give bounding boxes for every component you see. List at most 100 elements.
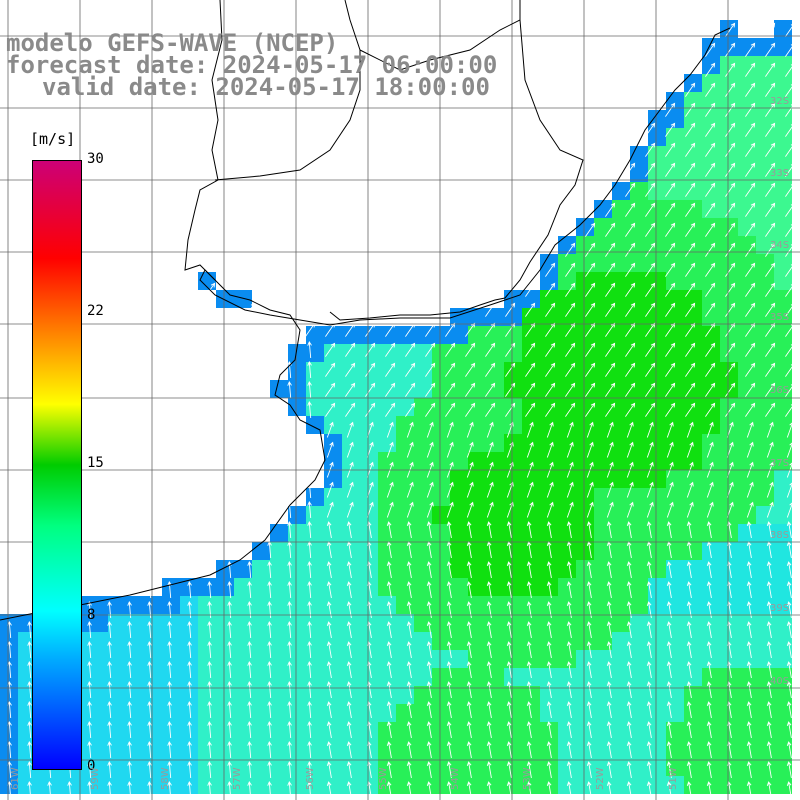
wind-cell — [90, 614, 108, 632]
wind-arrow — [765, 182, 776, 197]
wind-cell — [486, 434, 504, 452]
wind-arrow — [307, 701, 312, 719]
wind-cell — [252, 776, 270, 794]
wind-arrow — [465, 322, 476, 337]
wind-cell — [756, 560, 774, 578]
wind-arrow — [665, 142, 676, 157]
wind-cell — [432, 578, 450, 596]
wind-arrow — [386, 561, 392, 578]
wind-arrow — [227, 781, 232, 799]
colorbar — [32, 160, 82, 770]
wind-cell — [18, 722, 36, 740]
wind-cell — [450, 740, 468, 758]
wind-arrow — [546, 701, 552, 718]
wind-cell — [252, 560, 270, 578]
wind-cell — [486, 758, 504, 776]
wind-cell — [306, 776, 324, 794]
wind-arrow — [605, 362, 616, 377]
wind-cell — [756, 506, 774, 524]
wind-arrow — [785, 182, 796, 197]
wind-cell — [576, 362, 594, 380]
wind-arrow — [546, 741, 552, 758]
wind-arrow — [745, 362, 756, 377]
wind-cell — [702, 434, 720, 452]
wind-arrow — [147, 721, 152, 739]
wind-arrow — [526, 701, 532, 718]
wind-cell — [756, 74, 774, 92]
wind-arrow — [386, 761, 392, 778]
wind-cell — [702, 470, 720, 488]
wind-cell — [756, 38, 774, 56]
wind-cell — [432, 470, 450, 488]
wind-cell — [540, 542, 558, 560]
wind-cell — [324, 740, 342, 758]
wind-cell — [684, 164, 702, 182]
wind-cell — [198, 614, 216, 632]
wind-cell — [612, 452, 630, 470]
wind-arrow — [506, 521, 512, 538]
wind-cell — [594, 776, 612, 794]
wind-arrow — [586, 781, 592, 798]
wind-cell — [396, 668, 414, 686]
wind-arrow — [766, 501, 774, 518]
wind-cell — [558, 758, 576, 776]
wind-cell — [360, 398, 378, 416]
wind-cell — [630, 488, 648, 506]
wind-cell — [486, 650, 504, 668]
wind-cell — [774, 614, 792, 632]
wind-arrow — [745, 102, 756, 117]
wind-cell — [666, 776, 684, 794]
wind-cell — [378, 416, 396, 434]
wind-arrow — [526, 441, 534, 458]
wind-arrow — [725, 202, 736, 217]
wind-cell — [522, 398, 540, 416]
wind-cell — [720, 218, 738, 236]
wind-cell — [576, 560, 594, 578]
wind-cell — [18, 776, 36, 794]
wind-cell — [702, 704, 720, 722]
wind-cell — [288, 362, 306, 380]
wind-cell — [90, 704, 108, 722]
wind-cell — [504, 452, 522, 470]
wind-arrow — [666, 561, 672, 578]
wind-cell — [342, 740, 360, 758]
wind-cell — [360, 668, 378, 686]
wind-arrow — [786, 581, 792, 598]
wind-arrow — [646, 741, 652, 758]
wind-arrow — [525, 302, 536, 317]
colorbar-tick: 0 — [87, 758, 96, 774]
wind-arrow — [386, 521, 392, 538]
wind-arrow — [706, 781, 712, 798]
wind-cell — [414, 380, 432, 398]
wind-cell — [468, 776, 486, 794]
wind-arrow — [706, 521, 712, 538]
wind-arrow — [685, 122, 696, 137]
wind-cell — [522, 326, 540, 344]
wind-cell — [630, 164, 648, 182]
wind-arrow — [645, 382, 656, 397]
wind-cell — [648, 596, 666, 614]
wind-arrow — [785, 362, 796, 377]
wind-arrow — [626, 501, 634, 518]
wind-arrow — [207, 621, 212, 639]
wind-arrow — [565, 362, 576, 377]
wind-arrow — [307, 361, 312, 379]
wind-arrow — [485, 362, 496, 377]
wind-cell — [324, 776, 342, 794]
wind-arrow — [706, 421, 714, 438]
lat-label: 36S — [770, 385, 790, 396]
wind-arrow — [585, 282, 596, 297]
wind-arrow — [746, 581, 752, 598]
border-path — [184, 0, 584, 321]
wind-cell — [738, 164, 756, 182]
wind-arrow — [606, 721, 612, 738]
wind-arrow — [326, 481, 334, 498]
wind-cell — [666, 470, 684, 488]
wind-cell — [342, 398, 360, 416]
wind-arrow — [765, 22, 776, 37]
wind-arrow — [645, 122, 656, 137]
wind-arrow — [187, 721, 192, 739]
wind-arrow — [566, 721, 572, 738]
wind-cell — [522, 722, 540, 740]
wind-cell — [648, 722, 666, 740]
